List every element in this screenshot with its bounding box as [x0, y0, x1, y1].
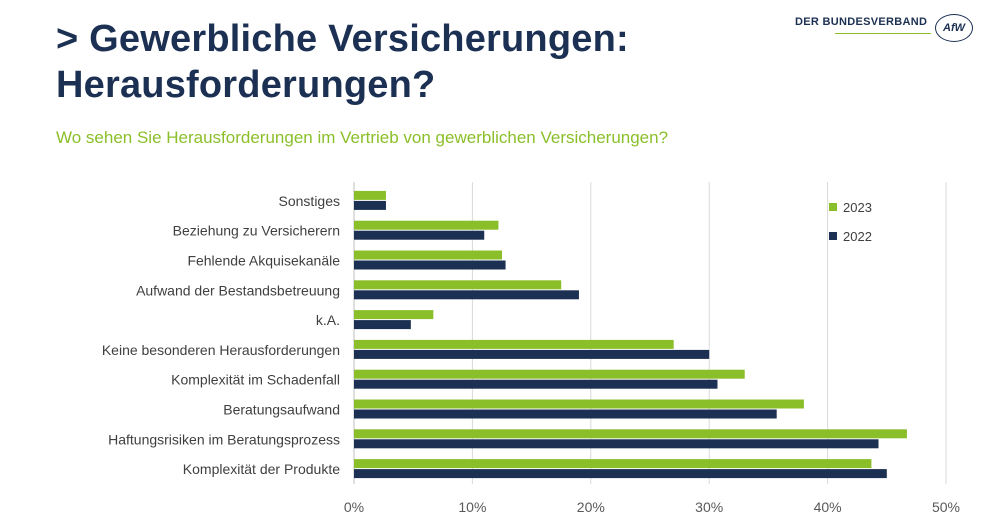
- title-line-1: > Gewerbliche Versicherungen:: [56, 18, 629, 60]
- bar-2022: [354, 260, 506, 270]
- logo-underline: [835, 33, 931, 34]
- bar-2023: [354, 220, 499, 230]
- bar-2023: [354, 310, 434, 320]
- logo-badge: AfW: [935, 14, 973, 42]
- category-label: Haftungsrisiken im Beratungsprozess: [108, 431, 340, 447]
- bar-2023: [354, 339, 674, 349]
- page-title: > Gewerbliche Versicherungen: Herausford…: [56, 16, 629, 108]
- title-line-2: Herausforderungen?: [56, 64, 436, 106]
- bar-2022: [354, 439, 879, 449]
- x-tick-label: 40%: [814, 499, 842, 515]
- bar-2022: [354, 320, 411, 330]
- bar-2023: [354, 280, 562, 290]
- category-label: Beziehung zu Versicherern: [173, 223, 340, 239]
- bar-2023: [354, 399, 804, 409]
- x-tick-label: 0%: [344, 499, 364, 515]
- category-label: k.A.: [316, 312, 340, 328]
- bar-2022: [354, 290, 579, 300]
- legend-label-2023: 2023: [843, 200, 872, 215]
- legend-label-2022: 2022: [843, 229, 872, 244]
- bar-2022: [354, 409, 777, 419]
- category-label: Komplexität im Schadenfall: [171, 372, 340, 388]
- bar-2023: [354, 369, 745, 379]
- x-tick-label: 50%: [932, 499, 960, 515]
- legend-swatch-2023: [829, 203, 837, 211]
- x-tick-label: 10%: [458, 499, 486, 515]
- bar-2022: [354, 379, 718, 389]
- bar-2023: [354, 190, 386, 200]
- category-label: Komplexität der Produkte: [183, 461, 340, 477]
- legend-swatch-2022: [829, 232, 837, 240]
- x-tick-label: 30%: [695, 499, 723, 515]
- category-label: Beratungsaufwand: [223, 402, 340, 418]
- category-label: Keine besonderen Herausforderungen: [102, 342, 340, 358]
- bar-2023: [354, 459, 872, 469]
- bar-2022: [354, 469, 887, 479]
- x-tick-label: 20%: [577, 499, 605, 515]
- category-label: Fehlende Akquisekanäle: [187, 253, 340, 269]
- afw-logo: DER BUNDESVERBAND AfW: [795, 12, 975, 46]
- category-label: Aufwand der Bestandsbetreuung: [136, 282, 340, 298]
- logo-text: DER BUNDESVERBAND: [795, 16, 928, 28]
- bar-2023: [354, 429, 907, 439]
- bar-2022: [354, 230, 485, 240]
- chart-subtitle: Wo sehen Sie Herausforderungen im Vertri…: [56, 128, 669, 147]
- bar-2022: [354, 200, 386, 210]
- bar-2023: [354, 250, 502, 260]
- category-label: Sonstiges: [279, 193, 340, 209]
- bar-2022: [354, 349, 710, 359]
